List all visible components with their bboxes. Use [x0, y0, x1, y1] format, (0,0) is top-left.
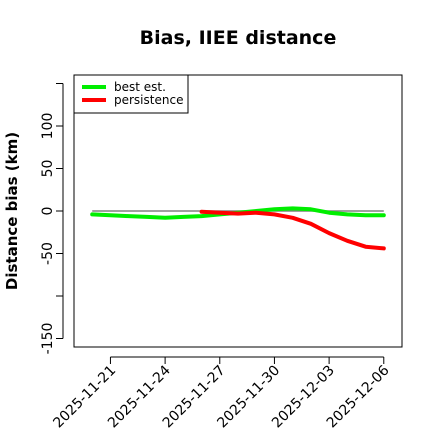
y-axis-label: Distance bias (km) [3, 132, 21, 290]
legend-label: persistence [114, 93, 183, 107]
chart-title: Bias, IIEE distance [140, 27, 337, 49]
y-tick-label: 50 [40, 160, 56, 178]
legend-box [73, 74, 189, 114]
legend-label: best est. [114, 80, 166, 94]
legend: best est.persistence [73, 74, 189, 114]
y-tick-label: -50 [40, 242, 56, 265]
series-line-persistence [199, 209, 386, 251]
y-tick-label: 100 [40, 113, 56, 140]
y-tick-label: 0 [40, 207, 56, 216]
plot-frame [73, 74, 403, 348]
y-tick-label: -150 [40, 323, 56, 355]
